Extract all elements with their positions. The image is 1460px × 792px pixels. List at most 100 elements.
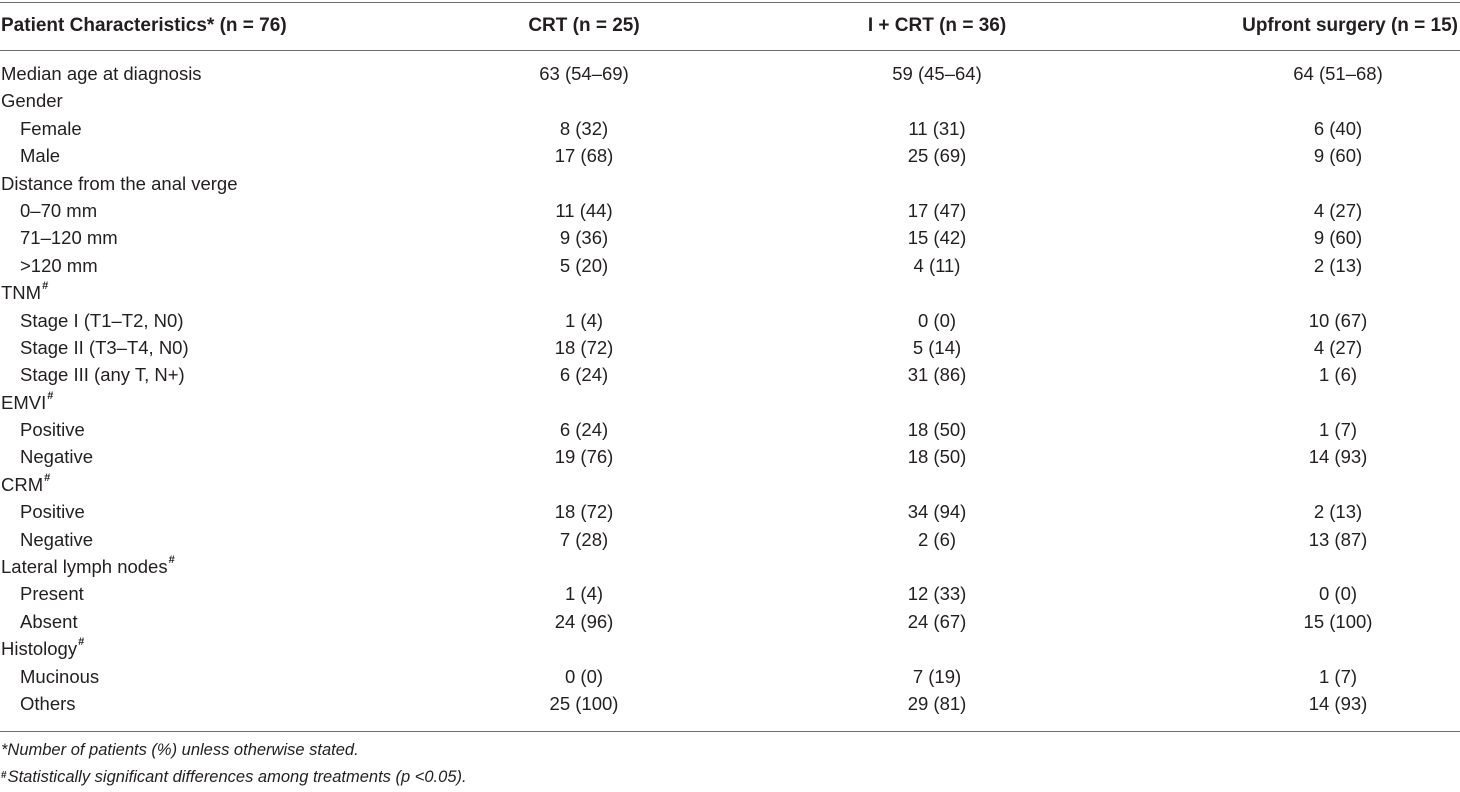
i-crt-value: 11 (31) [908,117,966,139]
i-crt-value: 18 (50) [907,419,967,441]
table-row: Stage II (T3–T4, N0) 18 (72) 5 (14) 4 (27) [0,336,1460,363]
row-label-cell: Present [20,583,84,605]
i-crt-value: 31 (86) [907,364,967,386]
crt-value: 1 (4) [564,309,604,331]
i-crt-value: 25 (69) [907,145,967,167]
row-label-cell: Distance from the anal verge [1,173,238,195]
i-crt-value: 29 (81) [907,692,967,714]
table-row: Negative 19 (76) 18 (50) 14 (93) [0,445,1460,472]
table-bottom-rule [0,731,1460,732]
i-crt-value: 12 (33) [907,583,967,605]
table-row: Male 17 (68) 25 (69) 9 (60) [0,144,1460,171]
row-label-cell: Stage II (T3–T4, N0) [20,337,189,359]
row-label: 71–120 mm [20,227,118,249]
table-header-rule [0,50,1460,51]
table-top-rule [0,2,1460,3]
significance-mark: # [42,280,49,293]
crt-value: 17 (68) [554,145,614,167]
row-label-cell: Stage I (T1–T2, N0) [20,310,183,332]
table-row: EMVI# [0,389,1460,418]
upfront-surgery-value: 2 (13) [1313,254,1363,276]
row-label: Female [20,117,82,139]
crt-value: 18 (72) [554,501,614,523]
upfront-surgery-value: 64 (51–68) [1293,63,1383,84]
row-label-cell: Median age at diagnosis [1,63,202,85]
crt-value: 5 (20) [559,254,609,276]
row-label-cell: Positive [20,419,85,441]
row-label: Male [20,145,61,167]
table-row: Absent 24 (96) 24 (67) 15 (100) [0,610,1460,637]
row-label: CRM [1,473,44,495]
row-label-cell: 71–120 mm [20,227,118,249]
row-label-cell: 0–70 mm [20,200,97,222]
row-label-cell: Negative [20,446,93,468]
row-label: Stage III (any T, N+) [20,364,185,386]
table-row: Stage III (any T, N+) 6 (24) 31 (86) 1 (6) [0,363,1460,390]
i-crt-value: 59 (45–64) [892,63,982,84]
i-crt-value: 4 (11) [913,254,961,276]
crt-value: 6 (24) [559,364,609,386]
i-crt-value: 5 (14) [912,336,962,358]
i-crt-value: 2 (6) [917,528,957,550]
significance-mark: # [44,471,51,484]
table-row: Histology# [0,636,1460,664]
table-row: Present 1 (4) 12 (33) 0 (0) [0,582,1460,609]
row-label: Lateral lymph nodes [1,556,168,578]
row-label-cell: Male [20,145,60,167]
significance-mark: # [47,389,54,402]
row-label-cell: Lateral lymph nodes# [1,554,175,578]
crt-value: 63 (54–69) [539,63,629,84]
i-crt-value: 15 (42) [907,227,967,249]
table-row: Negative 7 (28) 2 (6) 13 (87) [0,528,1460,555]
upfront-surgery-value: 4 (27) [1313,199,1363,221]
row-label: 0–70 mm [20,199,98,221]
significance-mark: # [78,636,85,649]
i-crt-value: 34 (94) [907,501,967,523]
row-label: Present [20,583,84,605]
i-crt-value: 17 (47) [907,199,967,221]
row-label-cell: Absent [20,611,78,633]
crt-value: 1 (4) [564,583,604,605]
row-label: Stage II (T3–T4, N0) [20,336,189,358]
crt-value: 25 (100) [549,692,619,714]
table-row: Positive 18 (72) 34 (94) 2 (13) [0,500,1460,527]
crt-value: 6 (24) [559,419,609,441]
row-label: Absent [20,610,78,632]
upfront-surgery-value: 0 (0) [1318,583,1358,605]
row-label-cell: EMVI# [1,389,54,414]
footnote-asterisk: *Number of patients (%) unless otherwise… [1,738,467,765]
table-row: Lateral lymph nodes# [0,554,1460,582]
i-crt-value: 7 (19) [912,665,962,687]
row-label-cell: TNM# [1,280,49,304]
row-label: >120 mm [20,254,98,276]
row-label-cell: CRM# [1,471,51,496]
table-row: Median age at diagnosis 63 (54–69) 59 (45–… [0,62,1460,89]
table-body: Median age at diagnosis 63 (54–69) 59 (45–… [0,62,1460,719]
row-label: Negative [20,446,94,468]
upfront-surgery-value: 1 (7) [1318,665,1358,687]
row-label: Median age at diagnosis [1,63,202,84]
table-row: Mucinous 0 (0) 7 (19) 1 (7) [0,665,1460,692]
row-label-cell: Histology# [1,636,85,660]
crt-value: 0 (0) [564,665,604,687]
row-label-cell: Positive [20,501,85,523]
upfront-surgery-value: 6 (40) [1313,117,1363,139]
table-row: Gender [0,89,1460,116]
upfront-surgery-value: 14 (93) [1308,446,1368,468]
i-crt-value: 24 (67) [907,610,967,632]
table-row: CRM# [0,471,1460,500]
header-patient-characteristics: Patient Characteristics* (n = 76) [1,15,287,36]
row-label: Positive [20,501,85,523]
crt-value: 11 (44) [555,199,613,221]
row-label: Positive [20,419,85,441]
significance-mark: # [168,554,175,567]
row-label: Stage I (T1–T2, N0) [20,309,184,331]
header-upfront-surgery: Upfront surgery (n = 15) [1242,15,1458,36]
crt-value: 7 (28) [559,528,609,550]
footnote-mark: # [1,770,7,781]
table-row: TNM# [0,280,1460,308]
row-label: Others [20,692,76,714]
upfront-surgery-value: 13 (87) [1308,528,1368,550]
upfront-surgery-value: 4 (27) [1313,336,1363,358]
